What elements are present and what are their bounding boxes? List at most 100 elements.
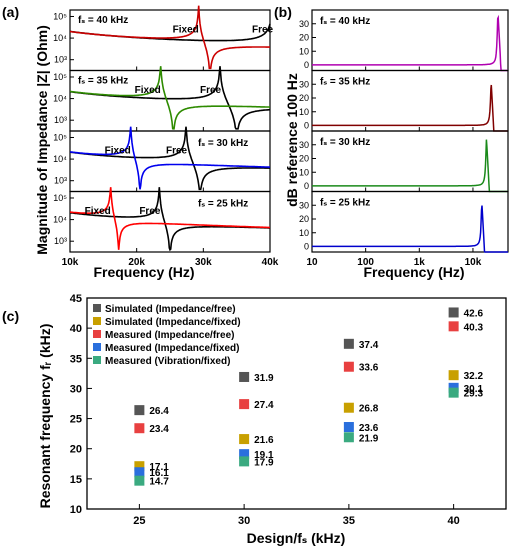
y-tick-label: 0 <box>304 181 309 191</box>
design-frequency-label: fₛ = 25 kHz <box>198 199 248 210</box>
y-tick-label: 10⁵ <box>53 72 67 82</box>
y-tick-label: 10 <box>299 46 309 56</box>
data-point <box>448 321 459 332</box>
y-tick-label: 30 <box>299 140 309 150</box>
data-point <box>239 371 250 382</box>
y-tick-label: 20 <box>299 154 309 164</box>
design-frequency-label: fₛ = 25 kHz <box>320 198 370 209</box>
data-point <box>343 402 354 413</box>
y-tick-label: 10³ <box>54 236 67 246</box>
y-tick-label: 10 <box>299 228 309 238</box>
x-tick-label: 40k <box>262 257 279 268</box>
data-point <box>343 338 354 349</box>
data-point <box>239 434 250 445</box>
vibration-response-curve <box>312 14 508 72</box>
free-annotation: Free <box>139 206 161 217</box>
data-label: 29.3 <box>464 389 484 400</box>
vibration-subplot-frame <box>311 190 509 253</box>
y-tick-label: 10⁵ <box>53 132 67 142</box>
fixed-annotation: Fixed <box>135 85 161 96</box>
legend-label: Simulated (Impedance/fixed) <box>105 317 241 328</box>
data-label: 17.9 <box>254 457 274 468</box>
data-point <box>134 405 145 416</box>
panel-a-plots: 10³ 10⁴ 10⁵ fₛ = 40 kHz Fixed Free 10³ 10⁴ 10⁵ fₛ… <box>53 5 279 268</box>
x-tick-label: 1k <box>414 257 426 268</box>
panel-c-plot: 10 15 20 25 30 35 40 45 25 30 35 40 26.4 31.9 37.4 42.6… <box>70 293 507 527</box>
y-tick-label: 10⁴ <box>53 33 67 43</box>
y-tick-label: 10³ <box>54 176 67 186</box>
data-point <box>134 461 145 472</box>
y-tick-label: 10⁴ <box>53 215 67 225</box>
free-annotation: Free <box>200 85 222 96</box>
y-tick-label: 0 <box>304 242 309 252</box>
y-tick-label: 20 <box>299 214 309 224</box>
x-tick-label: 20k <box>128 257 145 268</box>
panel-a-xlabel: Frequency (Hz) <box>93 264 194 280</box>
data-label: 23.4 <box>149 424 169 435</box>
fixed-impedance-curve <box>69 5 270 70</box>
plot-frame <box>86 297 507 510</box>
x-tick-label: 30 <box>238 515 250 527</box>
y-tick-label: 30 <box>299 79 309 89</box>
legend-label: Measured (Vibration/fixed) <box>105 356 230 367</box>
y-tick-label: 15 <box>70 474 82 486</box>
y-tick-label: 10³ <box>54 55 67 65</box>
design-frequency-label: fₛ = 30 kHz <box>198 138 248 149</box>
y-tick-label: 10⁴ <box>53 94 67 104</box>
legend-label: Measured (Impedance/free) <box>105 330 235 341</box>
panel-a-letter: (a) <box>2 4 19 20</box>
x-tick-label: 30k <box>195 257 212 268</box>
data-point <box>448 387 459 398</box>
data-label: 14.7 <box>149 477 169 488</box>
y-tick-label: 40 <box>70 323 82 335</box>
panel-a-ylabel: Magnitude of Impedance |Z| (Ohm) <box>34 25 50 255</box>
panel-b-letter: (b) <box>274 4 292 20</box>
y-tick-label: 20 <box>299 33 309 43</box>
data-point <box>239 449 250 460</box>
data-label: 21.6 <box>254 435 274 446</box>
data-label: 37.4 <box>359 340 379 351</box>
panel-c-ylabel: Resonant frequency fᵣ (kHz) <box>37 324 53 509</box>
x-tick-label: 10k <box>62 257 79 268</box>
y-tick-label: 0 <box>304 121 309 131</box>
panel-b-ylabel: dB reference 100 Hz <box>284 73 300 207</box>
data-label: 16.1 <box>149 468 169 479</box>
data-point <box>343 432 354 443</box>
legend-swatch <box>93 356 101 364</box>
y-tick-label: 0 <box>304 60 309 70</box>
design-frequency-label: fₛ = 40 kHz <box>78 15 128 26</box>
data-point <box>448 370 459 381</box>
data-point <box>239 399 250 410</box>
free-annotation: Free <box>252 25 274 36</box>
y-tick-label: 20 <box>299 93 309 103</box>
y-tick-label: 10 <box>299 107 309 117</box>
free-impedance-curve <box>69 126 270 191</box>
fixed-annotation: Fixed <box>85 206 111 217</box>
data-point <box>134 467 145 478</box>
data-point <box>239 456 250 467</box>
y-tick-label: 25 <box>70 414 82 426</box>
fixed-impedance-curve <box>69 66 270 130</box>
legend-label: Measured (Impedance/fixed) <box>105 343 239 354</box>
data-label: 31.9 <box>254 373 274 384</box>
legend-swatch <box>93 304 101 312</box>
y-tick-label: 30 <box>299 200 309 210</box>
y-tick-label: 10 <box>299 167 309 177</box>
data-point <box>448 307 459 318</box>
y-tick-label: 30 <box>70 383 82 395</box>
data-label: 40.3 <box>464 322 484 333</box>
design-frequency-label: fₛ = 40 kHz <box>320 16 370 27</box>
data-label: 32.2 <box>464 371 484 382</box>
legend-swatch <box>93 330 101 338</box>
data-point <box>134 475 145 486</box>
fixed-impedance-curve <box>69 126 270 190</box>
y-tick-label: 45 <box>70 293 82 305</box>
y-tick-label: 10³ <box>54 115 67 125</box>
vibration-response-curve <box>312 205 508 253</box>
x-tick-label: 40 <box>448 515 460 527</box>
y-tick-label: 10⁴ <box>53 154 67 164</box>
data-label: 27.4 <box>254 400 274 411</box>
vibration-response-curve <box>312 139 508 193</box>
x-tick-label: 25 <box>133 515 145 527</box>
